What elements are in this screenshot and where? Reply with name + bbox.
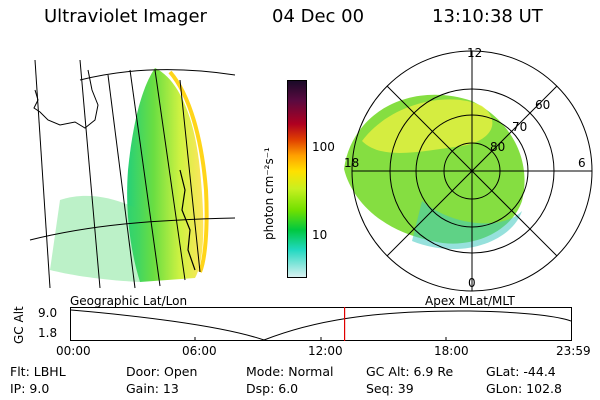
polar-plot [344,50,593,292]
lat-label-80: 80 [490,140,506,154]
xtick-0000: 00:00 [56,344,91,358]
colorbar-tick-100: 100 [312,140,335,154]
dsp-readout: Dsp: 6.0 [246,381,299,396]
mlt-label-18: 18 [344,156,360,170]
seq-readout: Seq: 39 [366,381,414,396]
alt-plot-ymax: 9.0 [38,306,58,320]
apex-caption: Apex MLat/MLT [425,294,515,308]
alt-plot-ymin: 1.8 [38,326,58,340]
alt-plot-ylabel: GC Alt [12,306,26,344]
mlt-label-12: 12 [467,46,483,60]
gain-readout: Gain: 13 [126,381,179,396]
lat-label-60: 60 [535,98,551,112]
colorbar-tick-10: 10 [312,228,328,242]
xtick-2359: 23:59 [556,344,591,358]
image-time: 13:10:38 UT [432,6,543,27]
xtick-1200: 12:00 [308,344,343,358]
geographic-caption: Geographic Lat/Lon [70,294,188,308]
colorbar [287,80,307,278]
glat-readout: GLat: -44.4 [486,364,556,379]
image-date: 04 Dec 00 [272,6,365,27]
mlt-label-0: 0 [468,276,476,290]
app-title: Ultraviolet Imager [44,6,207,27]
lat-label-70: 70 [512,120,528,134]
mode-readout: Mode: Normal [246,364,334,379]
mlt-label-6: 6 [578,156,586,170]
door-readout: Door: Open [126,364,198,379]
altitude-plot [70,307,572,341]
colorbar-unit-label: photon cm⁻²s⁻¹ [262,147,276,240]
glon-readout: GLon: 102.8 [486,381,562,396]
ip-readout: IP: 9.0 [10,381,50,396]
xtick-1800: 18:00 [434,344,469,358]
gcalt-readout: GC Alt: 6.9 Re [366,364,454,379]
geographic-map [29,59,236,289]
filter-readout: Flt: LBHL [10,364,66,379]
xtick-0600: 06:00 [182,344,217,358]
